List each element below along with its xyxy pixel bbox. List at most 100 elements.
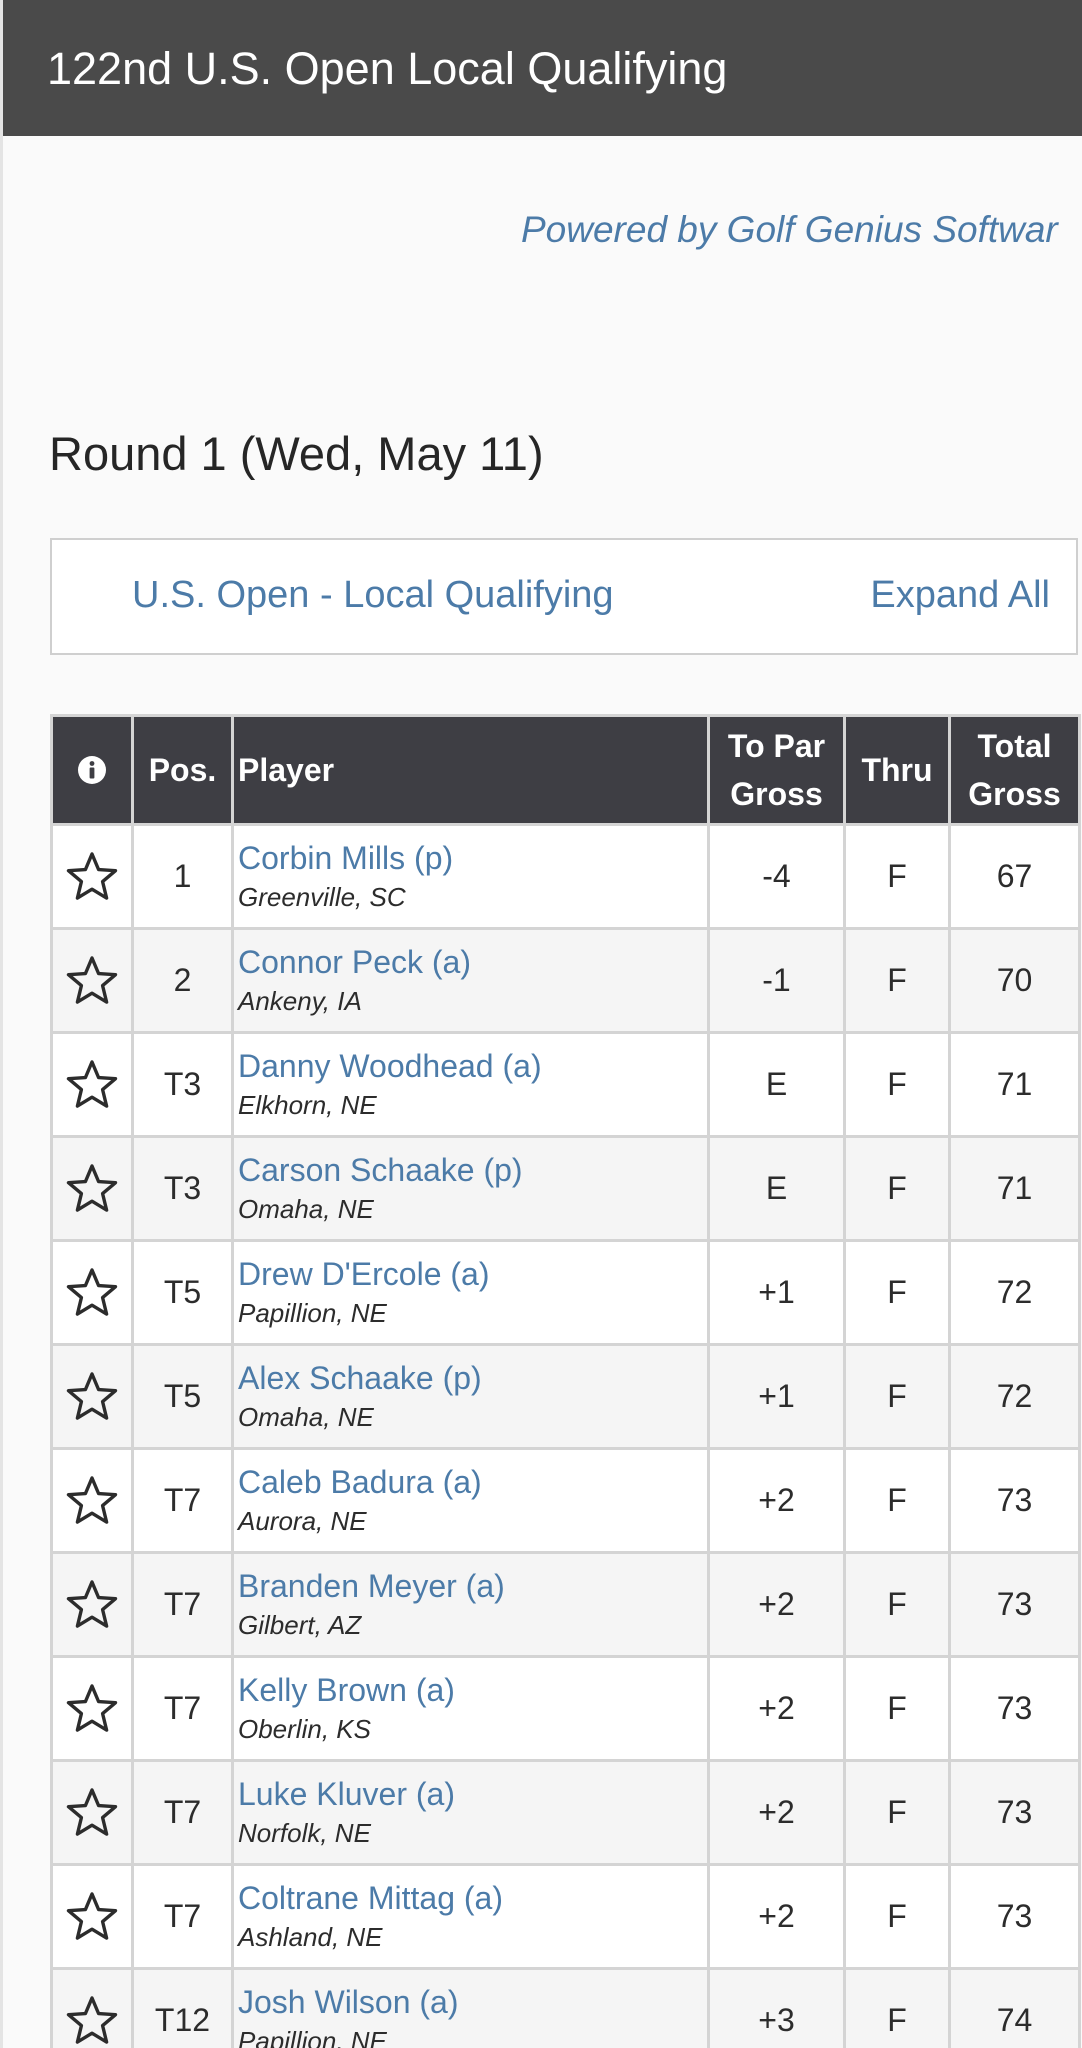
player-location: Papillion, NE <box>238 1297 387 1328</box>
thru-cell: F <box>843 1031 951 1138</box>
favorite-cell[interactable] <box>50 1031 134 1138</box>
position-cell: T7 <box>131 1759 234 1866</box>
player-name-link[interactable]: Alex Schaake (p) <box>238 1359 482 1396</box>
total-gross-cell: 73 <box>948 1759 1081 1866</box>
total-gross-cell: 72 <box>948 1239 1081 1346</box>
star-outline-icon[interactable] <box>66 1371 118 1423</box>
star-outline-icon[interactable] <box>66 1683 118 1735</box>
table-row[interactable]: T3 Danny Woodhead (a) Elkhorn, NE E F 71 <box>50 1031 1081 1138</box>
player-name-link[interactable]: Kelly Brown (a) <box>238 1671 455 1708</box>
division-link[interactable]: U.S. Open - Local Qualifying <box>132 574 614 616</box>
player-cell: Coltrane Mittag (a) Ashland, NE <box>231 1863 710 1970</box>
to-par-cell: E <box>707 1031 846 1138</box>
star-outline-icon[interactable] <box>66 1579 118 1631</box>
table-row[interactable]: T3 Carson Schaake (p) Omaha, NE E F 71 <box>50 1135 1081 1242</box>
expand-all-link[interactable]: Expand All <box>870 574 1050 616</box>
position-cell: 1 <box>131 823 234 930</box>
position-cell: T7 <box>131 1863 234 1970</box>
star-outline-icon[interactable] <box>66 955 118 1007</box>
powered-by-link[interactable]: Powered by Golf Genius Softwar <box>521 209 1058 250</box>
total-header-line1: Total <box>977 728 1052 764</box>
position-cell: T3 <box>131 1135 234 1242</box>
division-bar: U.S. Open - Local Qualifying Expand All <box>50 538 1078 655</box>
player-location: Omaha, NE <box>238 1401 374 1432</box>
table-row[interactable]: T7 Kelly Brown (a) Oberlin, KS +2 F 73 <box>50 1655 1081 1762</box>
favorite-cell[interactable] <box>50 1343 134 1450</box>
table-row[interactable]: T5 Drew D'Ercole (a) Papillion, NE +1 F … <box>50 1239 1081 1346</box>
favorite-cell[interactable] <box>50 1655 134 1762</box>
total-gross-cell: 73 <box>948 1551 1081 1658</box>
position-cell: 2 <box>131 927 234 1034</box>
to-par-cell: +2 <box>707 1447 846 1554</box>
favorite-cell[interactable] <box>50 1967 134 2048</box>
position-cell: T7 <box>131 1447 234 1554</box>
total-gross-cell: 67 <box>948 823 1081 930</box>
player-name-link[interactable]: Carson Schaake (p) <box>238 1151 523 1188</box>
player-name-link[interactable]: Drew D'Ercole (a) <box>238 1255 490 1292</box>
favorite-cell[interactable] <box>50 1759 134 1866</box>
leaderboard-table: Pos. Player To Par Gross Thru Total Gros… <box>50 714 1081 2048</box>
player-name-link[interactable]: Coltrane Mittag (a) <box>238 1879 503 1916</box>
info-column-header[interactable] <box>50 714 134 826</box>
star-outline-icon[interactable] <box>66 1787 118 1839</box>
player-location: Norfolk, NE <box>238 1817 371 1848</box>
player-cell: Branden Meyer (a) Gilbert, AZ <box>231 1551 710 1658</box>
player-name-link[interactable]: Danny Woodhead (a) <box>238 1047 542 1084</box>
favorite-cell[interactable] <box>50 1551 134 1658</box>
table-row[interactable]: T12 Josh Wilson (a) Papillion, NE +3 F 7… <box>50 1967 1081 2048</box>
star-outline-icon[interactable] <box>66 1891 118 1943</box>
leaderboard-body: 1 Corbin Mills (p) Greenville, SC -4 F 6… <box>50 823 1081 2048</box>
thru-cell: F <box>843 927 951 1034</box>
player-cell: Luke Kluver (a) Norfolk, NE <box>231 1759 710 1866</box>
position-cell: T5 <box>131 1239 234 1346</box>
player-name-link[interactable]: Luke Kluver (a) <box>238 1775 455 1812</box>
player-location: Greenville, SC <box>238 881 406 912</box>
player-column-header: Player <box>231 714 710 826</box>
thru-cell: F <box>843 823 951 930</box>
star-outline-icon[interactable] <box>66 1267 118 1319</box>
total-gross-cell: 70 <box>948 927 1081 1034</box>
star-outline-icon[interactable] <box>66 1059 118 1111</box>
favorite-cell[interactable] <box>50 1863 134 1970</box>
table-row[interactable]: T5 Alex Schaake (p) Omaha, NE +1 F 72 <box>50 1343 1081 1450</box>
player-name-link[interactable]: Branden Meyer (a) <box>238 1567 505 1604</box>
table-row[interactable]: T7 Coltrane Mittag (a) Ashland, NE +2 F … <box>50 1863 1081 1970</box>
favorite-cell[interactable] <box>50 1239 134 1346</box>
player-name-link[interactable]: Corbin Mills (p) <box>238 839 454 876</box>
table-row[interactable]: T7 Branden Meyer (a) Gilbert, AZ +2 F 73 <box>50 1551 1081 1658</box>
total-gross-cell: 73 <box>948 1863 1081 1970</box>
favorite-cell[interactable] <box>50 1135 134 1242</box>
favorite-cell[interactable] <box>50 823 134 930</box>
player-name-link[interactable]: Connor Peck (a) <box>238 943 471 980</box>
table-row[interactable]: T7 Caleb Badura (a) Aurora, NE +2 F 73 <box>50 1447 1081 1554</box>
table-row[interactable]: 1 Corbin Mills (p) Greenville, SC -4 F 6… <box>50 823 1081 930</box>
total-gross-cell: 73 <box>948 1447 1081 1554</box>
player-location: Aurora, NE <box>238 1505 367 1536</box>
star-outline-icon[interactable] <box>66 1475 118 1527</box>
position-cell: T7 <box>131 1655 234 1762</box>
table-row[interactable]: T7 Luke Kluver (a) Norfolk, NE +2 F 73 <box>50 1759 1081 1866</box>
favorite-cell[interactable] <box>50 1447 134 1554</box>
total-gross-cell: 74 <box>948 1967 1081 2048</box>
info-icon[interactable] <box>77 755 107 785</box>
total-gross-cell: 71 <box>948 1135 1081 1242</box>
thru-cell: F <box>843 1863 951 1970</box>
round-title: Round 1 (Wed, May 11) <box>49 427 544 480</box>
table-row[interactable]: 2 Connor Peck (a) Ankeny, IA -1 F 70 <box>50 927 1081 1034</box>
total-gross-cell: 72 <box>948 1343 1081 1450</box>
to-par-cell: +2 <box>707 1863 846 1970</box>
player-cell: Drew D'Ercole (a) Papillion, NE <box>231 1239 710 1346</box>
favorite-cell[interactable] <box>50 927 134 1034</box>
to-par-header-line1: To Par <box>727 728 826 764</box>
player-name-link[interactable]: Caleb Badura (a) <box>238 1463 482 1500</box>
thru-cell: F <box>843 1343 951 1450</box>
to-par-cell: +3 <box>707 1967 846 2048</box>
star-outline-icon[interactable] <box>66 851 118 903</box>
player-name-link[interactable]: Josh Wilson (a) <box>238 1983 459 2020</box>
player-location: Omaha, NE <box>238 1193 374 1224</box>
position-cell: T12 <box>131 1967 234 2048</box>
star-outline-icon[interactable] <box>66 1163 118 1215</box>
player-location: Oberlin, KS <box>238 1713 371 1744</box>
player-cell: Caleb Badura (a) Aurora, NE <box>231 1447 710 1554</box>
star-outline-icon[interactable] <box>66 1995 118 2047</box>
